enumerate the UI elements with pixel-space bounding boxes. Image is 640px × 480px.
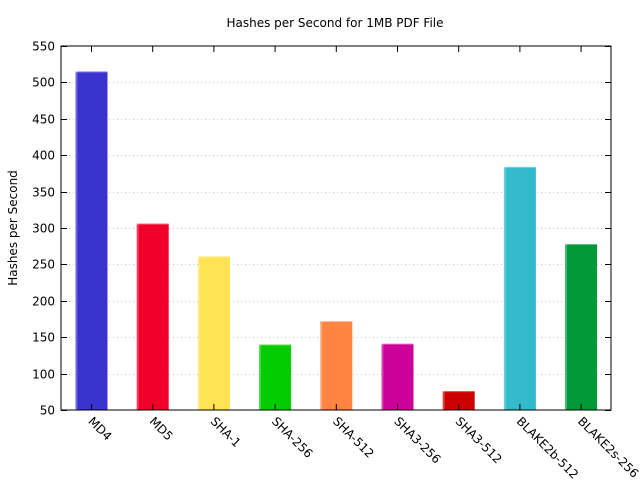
- y-tick-label: 200: [32, 295, 55, 309]
- x-tick-label: SHA-512: [330, 414, 377, 461]
- y-tick-label: 350: [32, 186, 55, 200]
- bar-highlight: [136, 223, 139, 410]
- x-tick-label: SHA-1: [208, 414, 244, 450]
- bar: [565, 244, 598, 410]
- bar-highlight: [75, 71, 78, 410]
- x-tick-label: BLAKE2s-256: [575, 414, 640, 480]
- x-tick-label: MD4: [85, 414, 114, 443]
- bar: [197, 256, 230, 410]
- bar: [136, 223, 169, 410]
- bar: [75, 71, 108, 410]
- bar-highlight: [381, 343, 384, 410]
- y-tick-label: 150: [32, 331, 55, 345]
- bar-highlight: [565, 244, 568, 410]
- x-tick-label: SHA3-512: [453, 414, 505, 466]
- bar-highlight: [442, 391, 445, 410]
- bar: [442, 391, 475, 410]
- bar: [320, 321, 353, 410]
- y-tick-label: 100: [32, 368, 55, 382]
- y-tick-label: 300: [32, 222, 55, 236]
- y-tick-label: 400: [32, 149, 55, 163]
- x-tick-label: BLAKE2b-512: [514, 414, 581, 480]
- bar-highlight: [320, 321, 323, 410]
- x-tick-label: MD5: [147, 414, 176, 443]
- y-tick-label: 500: [32, 76, 55, 90]
- y-tick-label: 550: [32, 40, 55, 54]
- x-tick-label: SHA3-256: [391, 414, 443, 466]
- bars: [75, 71, 598, 410]
- y-ticks: 50 100 150 200 250 300 350 400 450 500 550: [32, 40, 611, 418]
- bar-highlight: [503, 166, 506, 410]
- bar: [259, 344, 292, 410]
- y-tick-label: 450: [32, 113, 55, 127]
- chart-title: Hashes per Second for 1MB PDF File: [226, 16, 443, 30]
- bar: [503, 166, 536, 410]
- x-tick-label: SHA-256: [269, 414, 316, 461]
- y-tick-label: 250: [32, 258, 55, 272]
- y-axis-label: Hashes per Second: [6, 170, 20, 286]
- y-tick-label: 50: [40, 404, 55, 418]
- bar-highlight: [197, 256, 200, 410]
- bar: [381, 343, 414, 410]
- bar-highlight: [259, 344, 262, 410]
